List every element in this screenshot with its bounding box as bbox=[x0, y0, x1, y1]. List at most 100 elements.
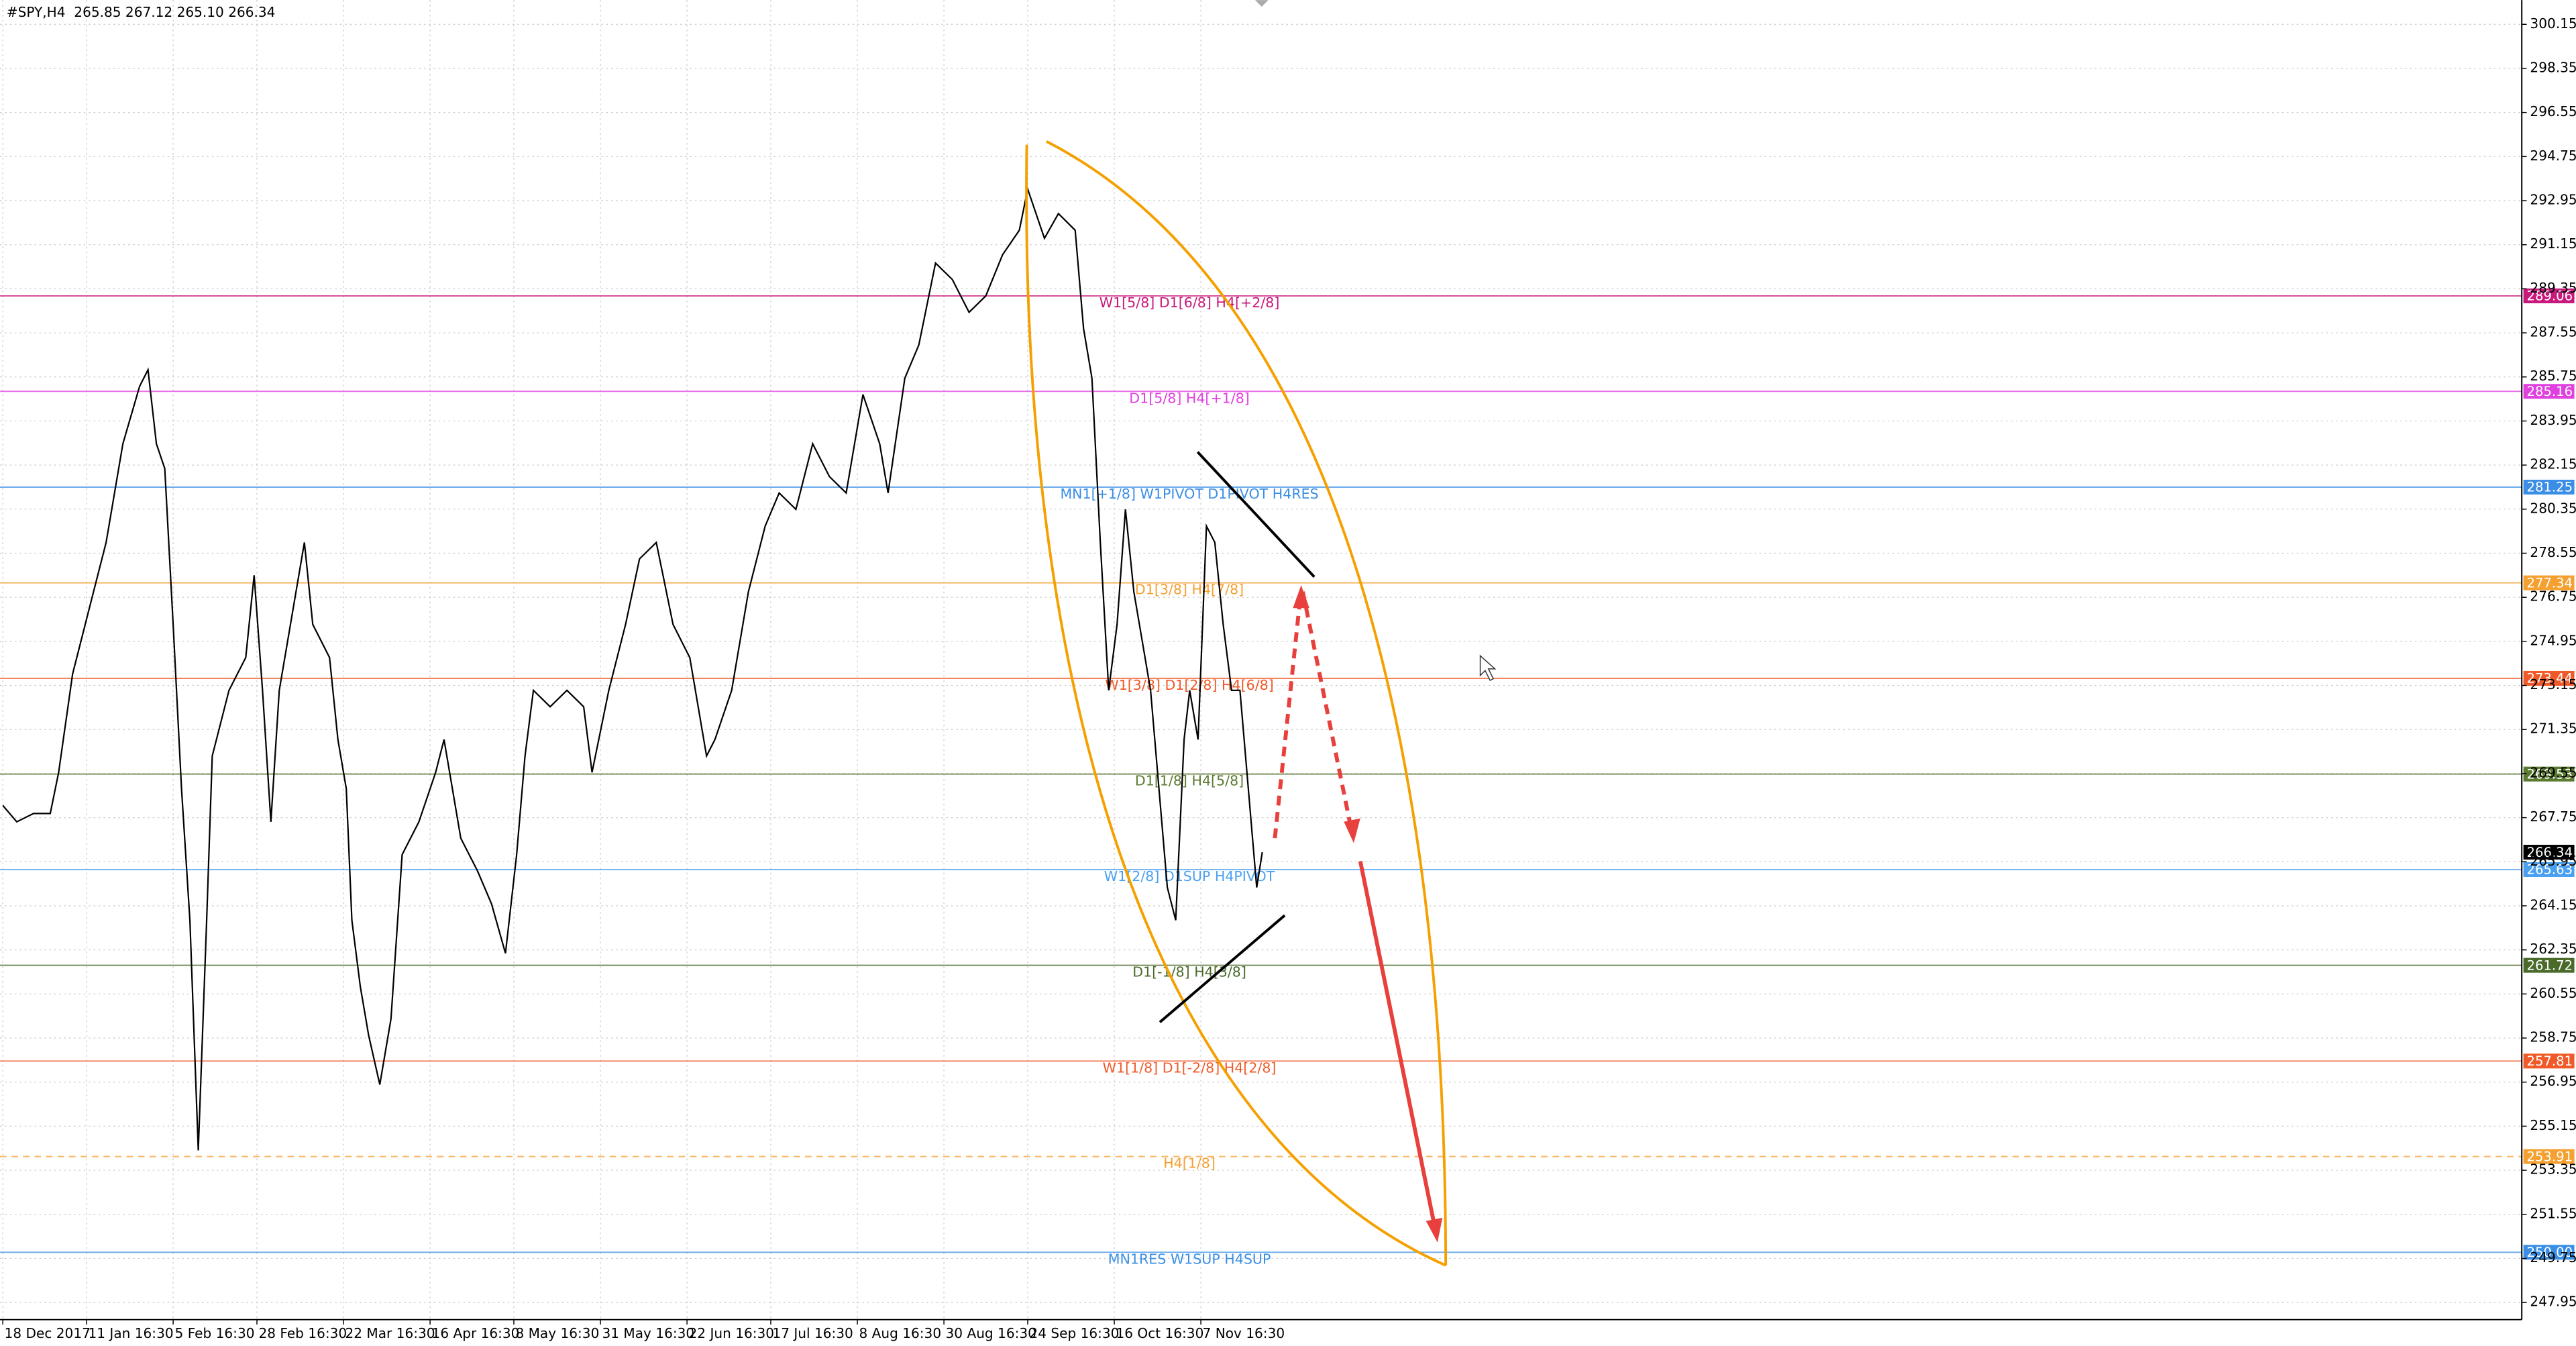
x-tick-label: 24 Sep 16:30 bbox=[1029, 1325, 1119, 1341]
arrow-head bbox=[1293, 584, 1309, 609]
y-tick-label: 278.55 bbox=[2530, 544, 2576, 560]
y-tick-label: 298.35 bbox=[2530, 59, 2576, 75]
price-box-label: 265.63 bbox=[2527, 862, 2573, 878]
y-tick-label: 289.35 bbox=[2530, 280, 2576, 296]
arc-left bbox=[1025, 144, 1446, 1267]
y-tick-label: 300.15 bbox=[2530, 15, 2576, 32]
price-box-label: 273.44 bbox=[2527, 671, 2573, 686]
y-tick-label: 282.15 bbox=[2530, 456, 2576, 472]
mouse-cursor bbox=[1479, 654, 1497, 682]
price-box bbox=[2523, 384, 2575, 399]
x-tick-label: 11 Jan 16:30 bbox=[89, 1325, 174, 1341]
price-box bbox=[2523, 1149, 2575, 1164]
arc-right bbox=[1046, 140, 1448, 1265]
level-label: W1[1/8] D1[-2/8] H4[2/8] bbox=[1103, 1059, 1277, 1076]
y-tick-label: 267.75 bbox=[2530, 809, 2576, 825]
y-tick-label: 271.35 bbox=[2530, 721, 2576, 737]
x-tick-label: 16 Apr 16:30 bbox=[432, 1325, 520, 1341]
x-tick-label: 22 Mar 16:30 bbox=[345, 1325, 435, 1341]
x-tick-label: 28 Feb 16:30 bbox=[258, 1325, 347, 1341]
y-tick-label: 262.35 bbox=[2530, 941, 2576, 957]
price-box bbox=[2523, 957, 2575, 973]
price-box-label: 253.91 bbox=[2527, 1149, 2573, 1164]
arrow-up bbox=[1273, 605, 1302, 839]
x-tick-label: 5 Feb 16:30 bbox=[175, 1325, 255, 1341]
price-box bbox=[2523, 766, 2575, 782]
price-box-label: 285.16 bbox=[2527, 384, 2573, 399]
trendline bbox=[1159, 914, 1286, 1023]
y-tick-label: 247.95 bbox=[2530, 1294, 2576, 1310]
price-box bbox=[2523, 862, 2575, 877]
grid bbox=[0, 0, 2522, 1320]
level-label: D1[-1/8] H4[3/8] bbox=[1132, 964, 1246, 980]
price-box-label: 289.06 bbox=[2527, 289, 2573, 304]
y-tick-label: 249.75 bbox=[2530, 1249, 2576, 1265]
arrow-down bbox=[1301, 591, 1352, 826]
x-tick-label: 22 Jun 16:30 bbox=[689, 1325, 775, 1341]
level-label: W1[2/8] D1SUP H4PIVOT bbox=[1104, 868, 1275, 884]
price-box bbox=[2523, 1245, 2575, 1260]
level-label: D1[3/8] H4[7/8] bbox=[1135, 582, 1244, 598]
price-box-label: 277.34 bbox=[2527, 575, 2573, 590]
header: #SPY,H4 265.85 267.12 265.10 266.34 bbox=[7, 4, 276, 20]
y-tick-label: 283.95 bbox=[2530, 412, 2576, 428]
y-tick-label: 255.15 bbox=[2530, 1117, 2576, 1133]
y-tick-label: 274.95 bbox=[2530, 632, 2576, 648]
price-box bbox=[2523, 479, 2575, 495]
price-box-label: 281.25 bbox=[2527, 480, 2573, 495]
trendline bbox=[1196, 451, 1316, 578]
annotations bbox=[1025, 0, 1497, 1267]
levels: W1[5/8] D1[6/8] H4[+2/8] 289.06 D1[5/8] H4… bbox=[0, 289, 2575, 1267]
level-label: D1[1/8] H4[5/8] bbox=[1135, 773, 1244, 789]
price-box bbox=[2523, 575, 2575, 590]
y-tick-label: 294.75 bbox=[2530, 148, 2576, 164]
price-box-label: 261.72 bbox=[2527, 957, 2573, 973]
y-tick-label: 292.95 bbox=[2530, 192, 2576, 208]
y-tick-label: 260.55 bbox=[2530, 985, 2576, 1001]
y-tick-label: 251.55 bbox=[2530, 1205, 2576, 1221]
x-tick-label: 16 Oct 16:30 bbox=[1116, 1325, 1203, 1341]
y-tick-label: 256.95 bbox=[2530, 1073, 2576, 1089]
last-price-box bbox=[2523, 845, 2575, 860]
last-price-label: 266.34 bbox=[2527, 845, 2573, 860]
y-tick-label: 291.15 bbox=[2530, 236, 2576, 252]
y-tick-label: 269.55 bbox=[2530, 764, 2576, 780]
y-tick-label: 287.55 bbox=[2530, 324, 2576, 340]
y-tick-label: 280.35 bbox=[2530, 500, 2576, 516]
price-box-label: 269.53 bbox=[2527, 766, 2573, 782]
x-tick-label: 30 Aug 16:30 bbox=[946, 1325, 1036, 1341]
price-line bbox=[2, 186, 1263, 1151]
y-tick-label: 265.95 bbox=[2530, 853, 2576, 869]
y-tick-label: 276.75 bbox=[2530, 588, 2576, 605]
level-label: H4[1/8] bbox=[1163, 1155, 1216, 1172]
y-tick-label: 258.75 bbox=[2530, 1029, 2576, 1045]
x-tick-label: 8 Aug 16:30 bbox=[859, 1325, 941, 1341]
price-box-label: 257.81 bbox=[2527, 1053, 2573, 1069]
price-layer: 266.34 bbox=[2, 186, 2575, 1151]
arrow-head bbox=[1344, 818, 1360, 843]
y-tick-label: 253.35 bbox=[2530, 1161, 2576, 1178]
y-tick-label: 285.75 bbox=[2530, 368, 2576, 384]
level-label: W1[5/8] D1[6/8] H4[+2/8] bbox=[1099, 295, 1280, 311]
x-tick-label: 17 Jul 16:30 bbox=[772, 1325, 853, 1341]
x-tick-label: 31 May 16:30 bbox=[602, 1325, 694, 1341]
level-label: MN1[+1/8] W1PIVOT D1PIVOT H4RES bbox=[1060, 486, 1318, 502]
level-label: D1[5/8] H4[+1/8] bbox=[1129, 390, 1250, 406]
y-tick-label: 264.15 bbox=[2530, 896, 2576, 913]
shift-marker bbox=[1255, 0, 1269, 7]
x-tick-label: 18 Dec 2017 bbox=[5, 1325, 91, 1341]
arrow-target bbox=[1358, 860, 1436, 1225]
level-label: MN1RES W1SUP H4SUP bbox=[1108, 1251, 1271, 1267]
x-tick-label: 8 May 16:30 bbox=[515, 1325, 599, 1341]
price-box bbox=[2523, 288, 2575, 303]
y-tick-label: 273.15 bbox=[2530, 676, 2576, 692]
x-tick-label: 7 Nov 16:30 bbox=[1203, 1325, 1285, 1341]
y-tick-label: 296.55 bbox=[2530, 103, 2576, 119]
price-box bbox=[2523, 670, 2575, 686]
price-box-label: 250.00 bbox=[2527, 1245, 2573, 1260]
price-box bbox=[2523, 1053, 2575, 1069]
